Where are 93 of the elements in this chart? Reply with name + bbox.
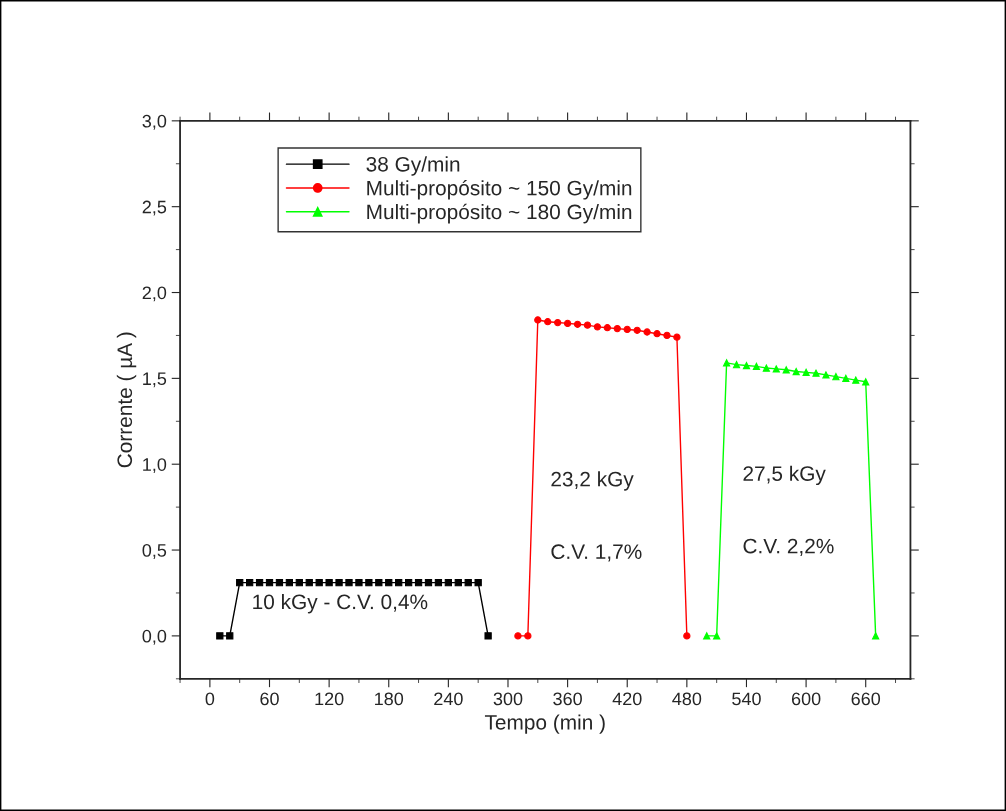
point xyxy=(852,376,860,384)
point xyxy=(255,579,264,587)
point xyxy=(842,374,850,383)
point xyxy=(802,368,810,376)
point xyxy=(554,318,562,327)
point xyxy=(454,579,462,587)
point xyxy=(395,579,403,587)
point xyxy=(275,579,284,587)
point xyxy=(683,632,691,640)
annotation: 10 kGy - C.V. 0,4% xyxy=(253,593,428,614)
y-tick-label: 1,5 xyxy=(143,372,167,388)
annotation: C.V. 2,2% xyxy=(743,538,834,556)
x-tick-label: 0 xyxy=(205,692,215,706)
point xyxy=(633,326,641,334)
point xyxy=(285,579,294,587)
x-tick-label: 240 xyxy=(434,692,463,706)
point xyxy=(325,579,333,587)
point xyxy=(305,579,313,587)
point xyxy=(872,632,880,640)
point xyxy=(722,359,731,367)
point xyxy=(742,361,751,370)
point xyxy=(444,579,453,587)
point xyxy=(762,364,770,372)
point xyxy=(593,323,602,331)
x-tick-label: 180 xyxy=(375,692,404,706)
point xyxy=(226,632,234,640)
point xyxy=(524,632,532,640)
point xyxy=(563,319,572,328)
point xyxy=(603,324,611,332)
point xyxy=(534,316,542,324)
point xyxy=(295,579,303,587)
point xyxy=(484,632,492,640)
x-tick-label: 300 xyxy=(493,692,523,706)
x-tick-label: 360 xyxy=(553,692,582,706)
point xyxy=(573,320,582,328)
y-tick-label: 0,5 xyxy=(142,543,167,559)
x-tick-label: 60 xyxy=(260,692,279,706)
point xyxy=(474,579,482,587)
point xyxy=(245,579,254,587)
point xyxy=(464,579,472,587)
point xyxy=(703,632,711,640)
point xyxy=(732,360,741,369)
y-tick-label: 2,5 xyxy=(142,200,167,216)
annotation: C.V. 1,7% xyxy=(551,544,642,562)
point xyxy=(544,318,552,326)
point xyxy=(434,579,443,587)
annotation: 23,2 kGy xyxy=(551,471,634,491)
point xyxy=(623,325,631,334)
point xyxy=(822,371,830,379)
point xyxy=(385,579,393,587)
point xyxy=(782,366,790,374)
point xyxy=(335,579,343,587)
y-tick-label: 0,0 xyxy=(142,629,167,645)
point xyxy=(832,373,840,381)
point xyxy=(752,362,761,370)
legend-label: Multi-propósito ~ 180 Gy/min xyxy=(367,203,632,224)
point xyxy=(673,333,681,341)
point xyxy=(414,579,423,587)
point xyxy=(812,369,820,377)
point xyxy=(583,321,592,329)
y-tick-label: 1,0 xyxy=(143,458,167,474)
y-tick-label: 3,0 xyxy=(142,114,167,130)
point xyxy=(653,330,661,338)
x-tick-label: 480 xyxy=(672,692,702,706)
y-tick-label: 2,0 xyxy=(142,286,167,302)
point xyxy=(404,579,413,587)
point xyxy=(216,632,224,640)
point xyxy=(424,579,433,587)
x-tick-label: 120 xyxy=(315,692,344,706)
point xyxy=(355,579,363,587)
point xyxy=(236,579,244,587)
x-axis-title: Tempo (min ) xyxy=(484,714,605,734)
point xyxy=(613,324,621,333)
point xyxy=(375,579,383,587)
point xyxy=(862,378,870,386)
x-tick-label: 600 xyxy=(791,692,821,706)
point xyxy=(265,579,274,587)
annotation: 27,5 kGy xyxy=(743,465,826,486)
point xyxy=(772,365,780,373)
point xyxy=(713,632,721,640)
x-tick-label: 420 xyxy=(612,692,642,706)
legend-label: 38 Gy/min xyxy=(366,156,460,176)
point xyxy=(643,328,651,336)
point xyxy=(792,367,800,376)
point xyxy=(514,632,522,640)
x-tick-label: 540 xyxy=(732,692,761,706)
y-axis-title: Corrente ( µA ) xyxy=(116,332,137,468)
point xyxy=(365,579,373,587)
point xyxy=(663,331,671,340)
x-tick-label: 660 xyxy=(851,692,881,706)
point xyxy=(315,579,323,587)
legend-label: Multi-propósito ~ 150 Gy/min xyxy=(367,179,632,200)
point xyxy=(345,579,353,587)
